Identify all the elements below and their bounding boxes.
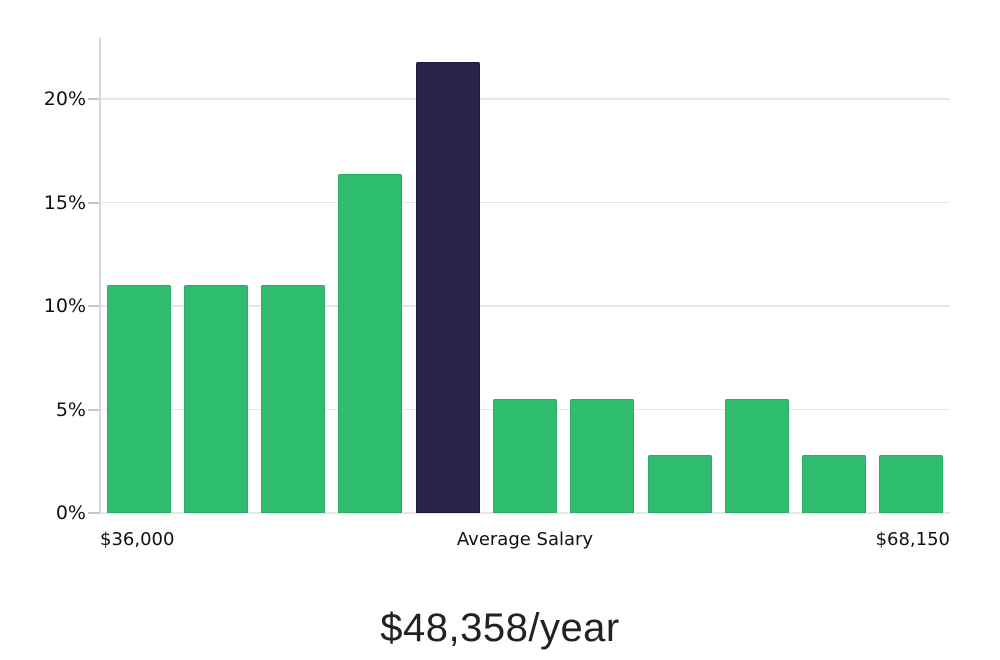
y-tick-label-20%: 20% <box>43 88 86 111</box>
average-salary-value-title: $48,358/year <box>380 606 620 650</box>
gridline-0% <box>100 512 950 514</box>
plot-area <box>100 38 950 514</box>
x-axis-label-average-salary: Average Salary <box>456 529 594 550</box>
y-tick-mark-0% <box>88 512 100 514</box>
y-tick-label-5%: 5% <box>55 398 86 421</box>
bar-salary-bucket-9 <box>724 399 789 513</box>
gridline-10% <box>100 305 950 307</box>
bar-salary-bucket-10 <box>802 455 867 513</box>
gridline-15% <box>100 201 950 204</box>
y-tick-mark-10% <box>88 305 100 308</box>
y-tick-label-10%: 10% <box>43 295 86 318</box>
bar-salary-bucket-6 <box>493 399 557 513</box>
gridline-20% <box>100 98 950 100</box>
y-tick-label-15%: 15% <box>43 191 86 214</box>
bar-salary-bucket-8 <box>647 455 712 513</box>
bar-salary-bucket-11 <box>879 455 944 513</box>
bar-salary-bucket-3 <box>261 285 326 513</box>
y-tick-mark-15% <box>88 201 100 204</box>
y-axis-line <box>99 38 101 514</box>
y-tick-mark-5% <box>88 408 100 411</box>
bar-salary-bucket-1 <box>106 285 171 513</box>
bar-salary-bucket-7 <box>570 399 635 513</box>
bar-salary-bucket-4 <box>338 173 403 513</box>
bar-salary-bucket-2 <box>183 285 248 513</box>
x-axis-label-max-salary: $68,150 <box>875 529 950 550</box>
y-tick-mark-20% <box>88 98 100 101</box>
x-axis-label-min-salary: $36,000 <box>100 529 175 550</box>
y-tick-label-0%: 0% <box>55 502 86 524</box>
bar-average-salary-highlight <box>415 61 480 513</box>
x-axis-labels: $36,000 Average Salary $68,150 <box>100 529 950 553</box>
